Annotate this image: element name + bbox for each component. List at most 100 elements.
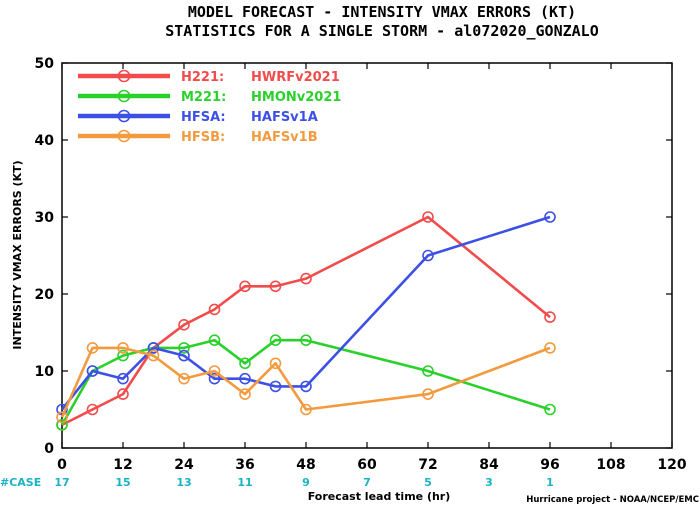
series-2 bbox=[56, 334, 556, 431]
data-point bbox=[117, 388, 129, 400]
legend-name: HFSB: bbox=[181, 130, 225, 145]
x-tick-label: 48 bbox=[296, 457, 315, 473]
data-point bbox=[422, 249, 434, 262]
data-point bbox=[178, 342, 190, 354]
data-point bbox=[208, 334, 221, 347]
legend-name: H221: bbox=[181, 70, 224, 85]
legend-entry: M221: HMONv2021 bbox=[78, 89, 341, 105]
x-tick-label: 36 bbox=[235, 457, 254, 473]
data-point bbox=[178, 372, 190, 385]
case-count: 5 bbox=[424, 476, 432, 489]
case-count: 9 bbox=[302, 476, 310, 489]
axis-ticks: 0 12 24 36 48 60 72 84 96 108 120 0 10 20 30 40 50 bbox=[35, 56, 687, 473]
data-point bbox=[269, 334, 282, 347]
data-point bbox=[300, 380, 312, 393]
data-point bbox=[117, 372, 129, 385]
data-point bbox=[269, 280, 282, 293]
y-tick-label: 30 bbox=[35, 210, 55, 226]
legend-entry: HFSA: HAFSv1A bbox=[78, 109, 318, 125]
data-point bbox=[422, 211, 434, 223]
x-axis-label: Forecast lead time (hr) bbox=[308, 490, 451, 503]
data-point bbox=[56, 411, 68, 424]
case-count: 13 bbox=[176, 476, 191, 489]
data-point bbox=[86, 403, 99, 416]
data-point bbox=[269, 380, 282, 393]
x-tick-label: 60 bbox=[357, 457, 377, 473]
legend: H221: HWRFv2021 M221: HMONv2021 HFSA: HAFSv1A… bbox=[78, 69, 341, 145]
case-count: 11 bbox=[237, 476, 252, 489]
data-point bbox=[422, 365, 434, 377]
legend-marker bbox=[117, 89, 131, 103]
legend-label: HAFSv1B bbox=[251, 130, 318, 145]
series-line bbox=[60, 338, 551, 426]
data-point bbox=[147, 342, 160, 354]
data-point bbox=[239, 372, 251, 385]
legend-entry: H221: HWRFv2021 bbox=[78, 69, 340, 85]
case-count: 7 bbox=[363, 476, 371, 489]
data-point bbox=[208, 303, 221, 316]
data-point bbox=[300, 403, 312, 416]
x-tick-label: 0 bbox=[57, 457, 67, 473]
case-count: 17 bbox=[54, 476, 69, 489]
data-point bbox=[147, 349, 160, 362]
case-count: 3 bbox=[485, 476, 493, 489]
data-point bbox=[269, 357, 282, 370]
data-point bbox=[86, 342, 99, 354]
data-point bbox=[239, 388, 251, 400]
legend-label: HAFSv1A bbox=[251, 110, 318, 125]
y-tick-label: 20 bbox=[35, 287, 55, 303]
credit-text: Hurricane project - NOAA/NCEP/EMC bbox=[526, 495, 699, 505]
y-axis-label: INTENSITY VMAX ERRORS (KT) bbox=[11, 160, 24, 349]
case-count: 15 bbox=[115, 476, 130, 489]
data-point bbox=[117, 342, 129, 354]
data-point bbox=[300, 334, 312, 347]
data-point bbox=[544, 403, 556, 416]
series-line bbox=[60, 346, 551, 418]
legend-marker bbox=[117, 129, 131, 143]
data-point bbox=[86, 365, 99, 377]
x-tick-label: 84 bbox=[479, 457, 499, 473]
case-count: 1 bbox=[546, 476, 554, 489]
x-tick-label: 12 bbox=[113, 457, 132, 473]
x-tick-label: 108 bbox=[596, 457, 625, 473]
legend-name: HFSA: bbox=[181, 110, 226, 125]
data-point bbox=[56, 419, 68, 431]
chart-title-line-2: STATISTICS FOR A SINGLE STORM - al072020… bbox=[165, 22, 598, 40]
case-label: #CASE bbox=[0, 476, 41, 489]
y-tick-label: 0 bbox=[44, 441, 54, 457]
legend-marker bbox=[117, 69, 131, 83]
chart-title-line-1: MODEL FORECAST - INTENSITY VMAX ERRORS (… bbox=[188, 3, 576, 21]
data-point bbox=[117, 349, 129, 362]
x-tick-label: 96 bbox=[540, 457, 559, 473]
x-tick-label: 72 bbox=[418, 457, 437, 473]
series-line bbox=[61, 215, 551, 427]
data-point bbox=[239, 280, 251, 293]
data-point bbox=[544, 311, 556, 323]
series-layer bbox=[56, 211, 556, 431]
data-point bbox=[300, 272, 312, 285]
series-1 bbox=[56, 211, 556, 431]
legend-entry: HFSB: HAFSv1B bbox=[78, 129, 318, 145]
plot-frame bbox=[61, 62, 673, 449]
legend-marker bbox=[117, 109, 131, 123]
x-tick-label: 120 bbox=[657, 457, 686, 473]
y-tick-label: 50 bbox=[35, 56, 55, 72]
series-4 bbox=[56, 342, 556, 424]
legend-label: HMONv2021 bbox=[251, 90, 341, 105]
series-line bbox=[60, 215, 551, 411]
data-point bbox=[208, 372, 221, 385]
y-tick-label: 10 bbox=[35, 364, 55, 380]
x-tick-label: 24 bbox=[174, 457, 194, 473]
data-point bbox=[208, 365, 221, 377]
legend-label: HWRFv2021 bbox=[251, 70, 340, 85]
y-tick-label: 40 bbox=[35, 133, 55, 149]
data-point bbox=[422, 388, 434, 400]
case-counts: 17 15 13 11 9 7 5 3 1 bbox=[54, 476, 553, 489]
data-point bbox=[544, 211, 556, 223]
data-point bbox=[178, 349, 190, 362]
series-3 bbox=[56, 211, 556, 416]
legend-name: M221: bbox=[181, 90, 226, 105]
data-point bbox=[239, 357, 251, 370]
data-point bbox=[544, 342, 556, 354]
